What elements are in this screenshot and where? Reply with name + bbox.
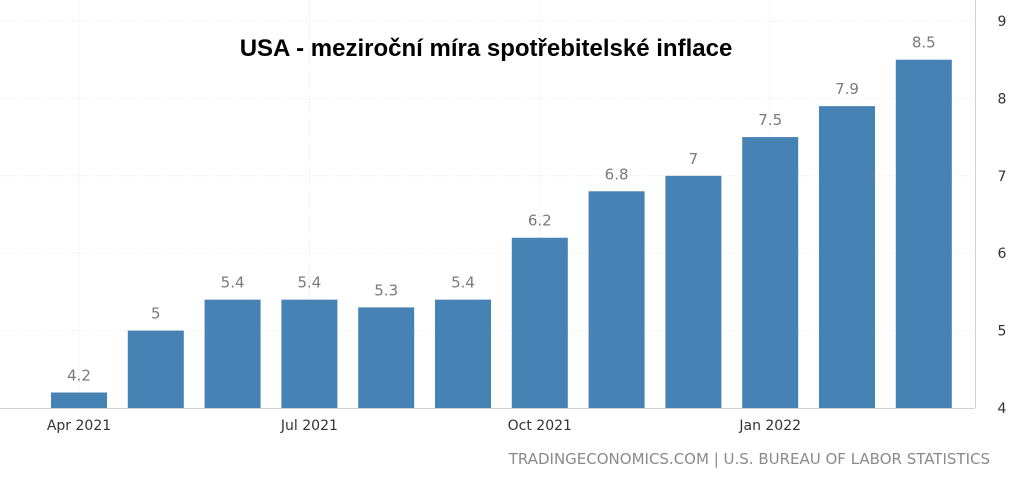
bar (588, 191, 645, 408)
data-label: 5.4 (297, 274, 321, 292)
bar (204, 299, 261, 408)
bars (51, 59, 952, 408)
bar (819, 106, 875, 408)
bar (665, 175, 722, 408)
data-label: 6.2 (528, 212, 552, 230)
bar (435, 299, 491, 408)
y-tick-label: 9 (998, 14, 1007, 30)
bar (511, 237, 568, 408)
y-tick-label: 4 (998, 401, 1007, 417)
y-axis: 4 5 6 7 8 9 (975, 0, 1007, 417)
data-label: 7.9 (835, 80, 859, 98)
x-axis: Apr 2021 Jul 2021 Oct 2021 Jan 2022 (0, 408, 975, 434)
y-tick-label: 6 (998, 246, 1007, 262)
bar (742, 137, 799, 408)
data-label: 5.3 (374, 281, 398, 299)
x-tick-label: Apr 2021 (47, 418, 111, 434)
y-tick-label: 7 (998, 169, 1007, 185)
bar (358, 307, 415, 408)
bar (895, 59, 952, 408)
data-label: 4.2 (67, 367, 91, 385)
bar (51, 392, 107, 408)
data-label: 7 (689, 150, 699, 168)
y-tick-label: 8 (998, 91, 1007, 107)
chart-title: USA - meziroční míra spotřebitelské infl… (240, 35, 733, 62)
data-label: 5.4 (221, 274, 245, 292)
data-label: 5 (151, 305, 161, 323)
data-label: 7.5 (758, 111, 782, 129)
data-label: 5.4 (451, 274, 475, 292)
data-label: 6.8 (605, 165, 629, 183)
source-label: TRADINGECONOMICS.COM | U.S. BUREAU OF LA… (508, 450, 990, 468)
data-label: 8.5 (912, 34, 936, 52)
data-labels: 4.2 5 5.4 5.4 5.3 5.4 6.2 6.8 7 7.5 7.9 8.5 (67, 34, 936, 385)
x-tick-label: Oct 2021 (508, 418, 572, 434)
bar (127, 330, 184, 408)
x-tick-label: Jan 2022 (738, 418, 801, 434)
bar (281, 299, 338, 408)
y-tick-label: 5 (998, 324, 1007, 340)
x-tick-label: Jul 2021 (280, 418, 338, 434)
